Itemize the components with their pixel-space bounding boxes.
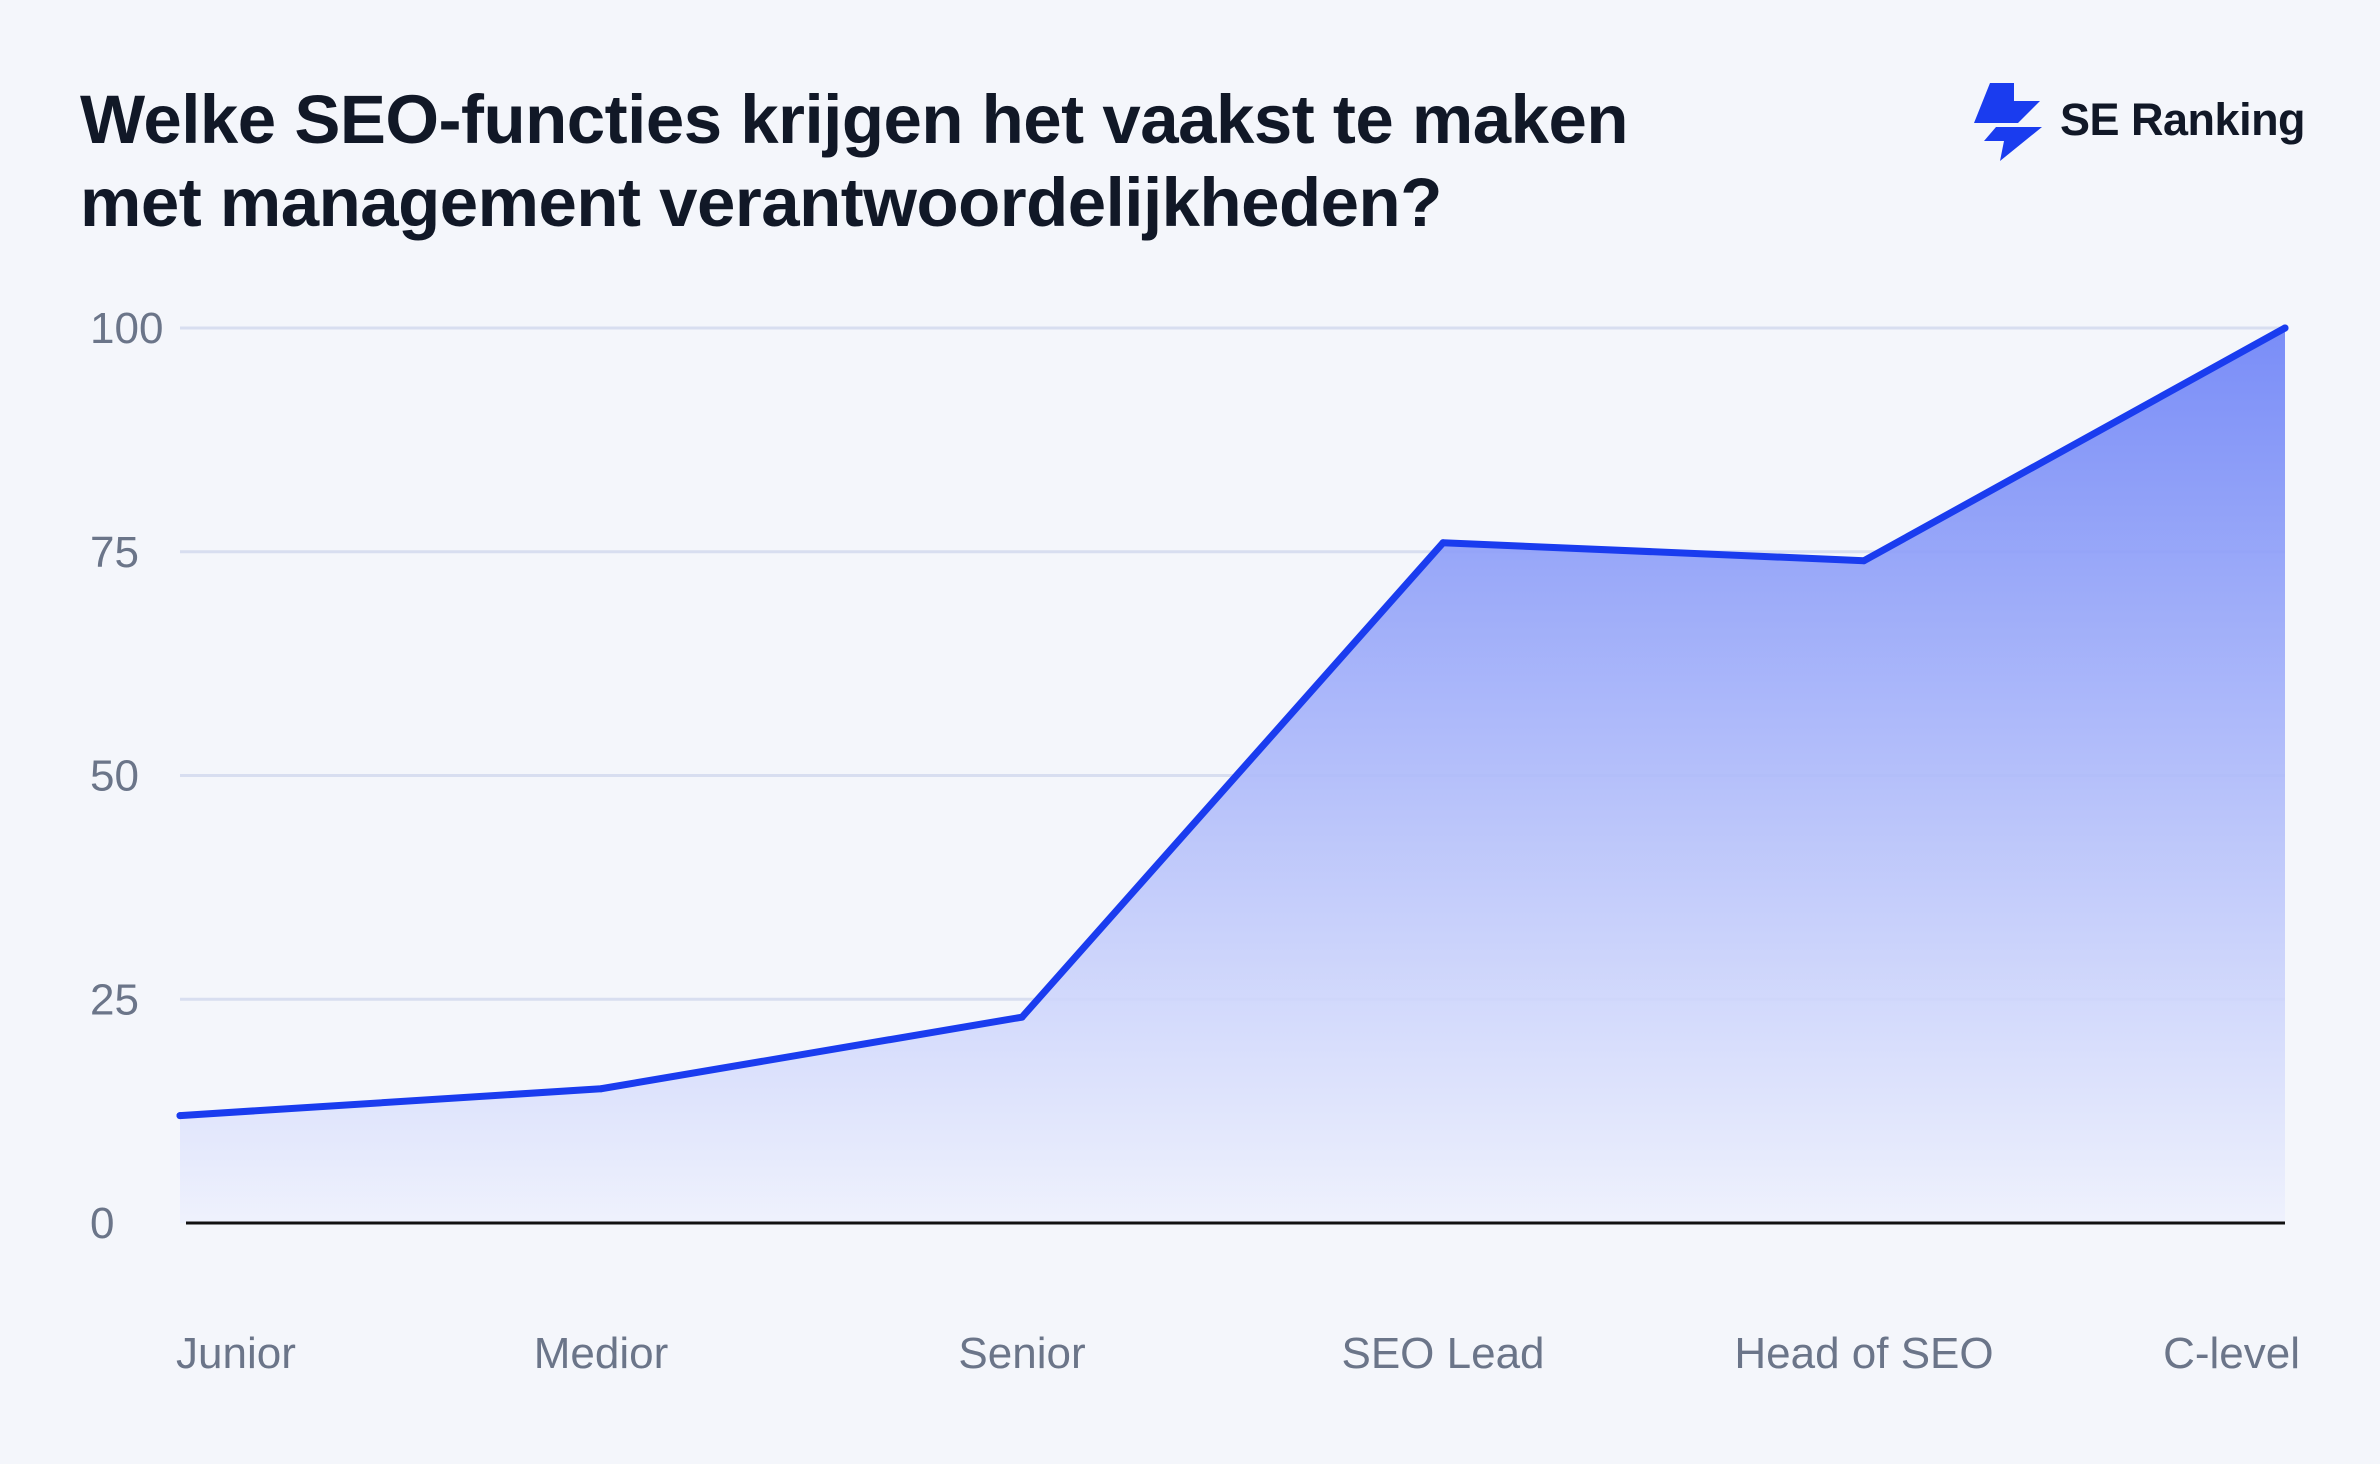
data-point: [597, 1085, 605, 1093]
series-line: [176, 324, 2289, 1120]
data-point: [176, 1112, 184, 1120]
x-tick-label: SEO Lead: [1341, 1329, 1544, 1378]
brand-name: SE Ranking: [2060, 94, 2306, 145]
y-tick-label: 100: [90, 304, 163, 353]
series-area-fill: [180, 328, 2285, 1223]
x-tick-label: Senior: [958, 1329, 1085, 1378]
data-point: [1439, 539, 1447, 547]
y-tick-label: 25: [90, 975, 139, 1024]
y-axis-tick-labels: 0 25 50 75 100: [90, 304, 163, 1248]
x-axis-tick-labels: Junior Medior Senior SEO Lead Head of SEO C-l…: [176, 1329, 2300, 1378]
x-tick-label: C-level: [2163, 1329, 2300, 1378]
chart-title-line-1: Welke SEO-functies krijgen het vaakst te…: [80, 81, 1629, 158]
chart-title-line-2: met management verantwoordelijkheden?: [80, 164, 1442, 241]
series-line-group: [176, 324, 2289, 1120]
x-tick-label: Head of SEO: [1734, 1329, 1993, 1378]
se-ranking-logo-icon: [1974, 83, 2042, 161]
data-point: [1860, 557, 1868, 565]
x-tick-label: Medior: [534, 1329, 669, 1378]
y-tick-label: 50: [90, 752, 139, 801]
x-tick-label: Junior: [176, 1329, 296, 1378]
data-point: [2281, 324, 2289, 332]
chart-title: Welke SEO-functies krijgen het vaakst te…: [80, 78, 1800, 244]
brand-logo: SE Ranking: [1970, 78, 2306, 162]
data-point: [1018, 1013, 1026, 1021]
y-tick-label: 0: [90, 1199, 114, 1248]
series-area: [180, 328, 2285, 1223]
y-tick-label: 75: [90, 528, 139, 577]
